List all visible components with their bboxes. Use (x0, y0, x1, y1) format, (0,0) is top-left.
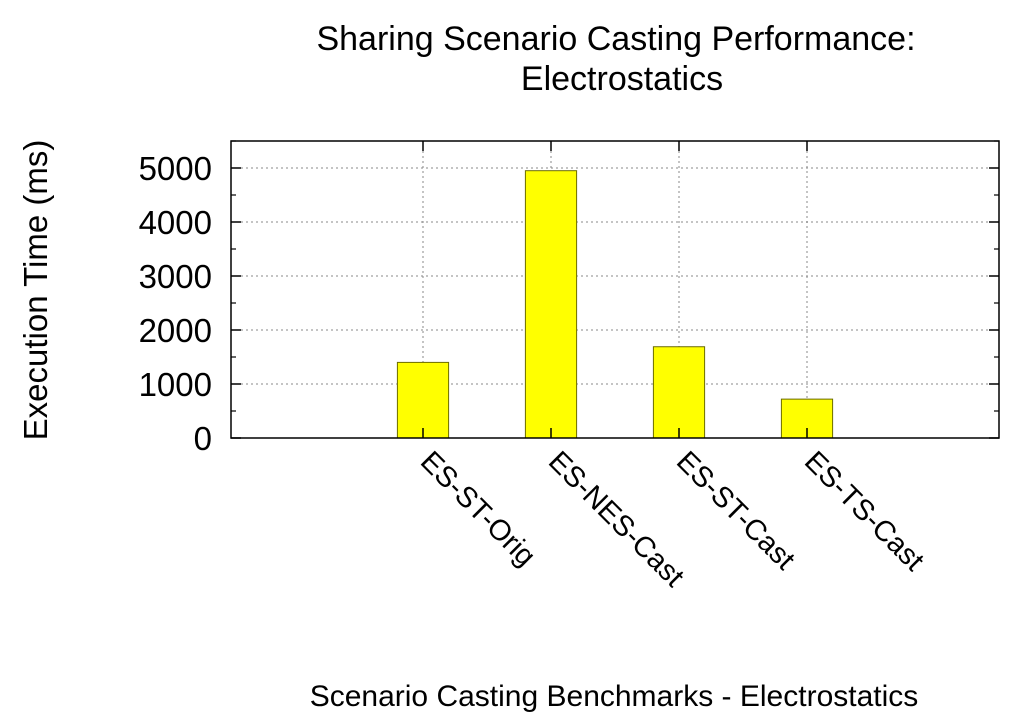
grid (231, 141, 999, 438)
bar-es-nes-cast (524, 170, 578, 439)
y-tick-label: 1000 (139, 366, 212, 403)
chart-title-line-2: Electrostatics (521, 60, 723, 98)
bar-es-st-cast (652, 346, 706, 439)
y-tick-label: 4000 (139, 204, 212, 241)
x-tick-label: ES-TS-Cast (798, 445, 930, 577)
x-axis-label: Scenario Casting Benchmarks - Electrosta… (310, 680, 919, 713)
bars (396, 170, 834, 439)
chart-title-line-1: Sharing Scenario Casting Performance: (316, 20, 915, 58)
x-tick-label: ES-NES-Cast (542, 445, 690, 593)
chart-title: Sharing Scenario Casting Performance: El… (316, 20, 915, 98)
x-tick-label: ES-ST-Cast (670, 445, 801, 576)
y-axis-label: Execution Time (ms) (17, 140, 54, 441)
plot-frame (230, 140, 1000, 439)
y-tick-label: 2000 (139, 312, 212, 349)
x-tick-labels: ES-ST-Orig ES-NES-CastES-ST-CastES-TS-Cas… (414, 445, 930, 593)
y-tick-labels: 0 1000 2000 3000 4000 5000 (139, 150, 212, 457)
y-tick-label: 0 (194, 420, 212, 457)
y-tick-label: 5000 (139, 150, 212, 187)
y-tick-label: 3000 (139, 258, 212, 295)
x-tick-label: ES-ST-Orig (414, 445, 541, 572)
axis-ticks (231, 140, 999, 439)
bar-es-st-orig (396, 361, 450, 439)
